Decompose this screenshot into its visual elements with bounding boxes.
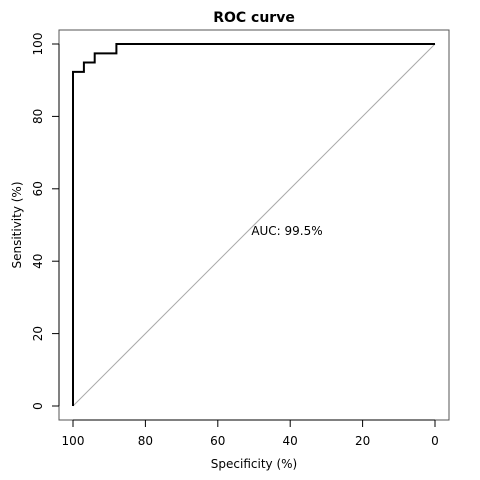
y-tick-label: 60: [31, 181, 45, 196]
auc-annotation: AUC: 99.5%: [251, 224, 322, 238]
y-tick-label: 0: [31, 402, 45, 410]
y-axis-title: Sensitivity (%): [10, 181, 24, 268]
x-tick-label: 0: [431, 434, 439, 448]
reference-diagonal-line: [72, 43, 436, 407]
x-tick-label: 60: [210, 434, 225, 448]
x-axis: 100 80 60 40 20 0: [62, 419, 439, 448]
x-tick-label: 20: [355, 434, 370, 448]
y-tick-label: 100: [31, 33, 45, 56]
x-tick-label: 80: [138, 434, 153, 448]
roc-curve-line: [72, 43, 435, 406]
y-axis: 0 20 40 60 80 100: [31, 33, 60, 410]
x-tick-label: 40: [283, 434, 298, 448]
x-tick-label: 100: [62, 434, 85, 448]
chart-title: ROC curve: [213, 10, 295, 26]
y-tick-label: 80: [31, 109, 45, 124]
y-tick-label: 40: [31, 254, 45, 269]
y-tick-label: 20: [31, 326, 45, 341]
x-axis-title: Specificity (%): [211, 457, 297, 471]
